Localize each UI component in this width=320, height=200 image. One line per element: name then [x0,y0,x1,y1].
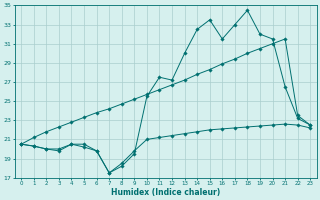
X-axis label: Humidex (Indice chaleur): Humidex (Indice chaleur) [111,188,220,197]
